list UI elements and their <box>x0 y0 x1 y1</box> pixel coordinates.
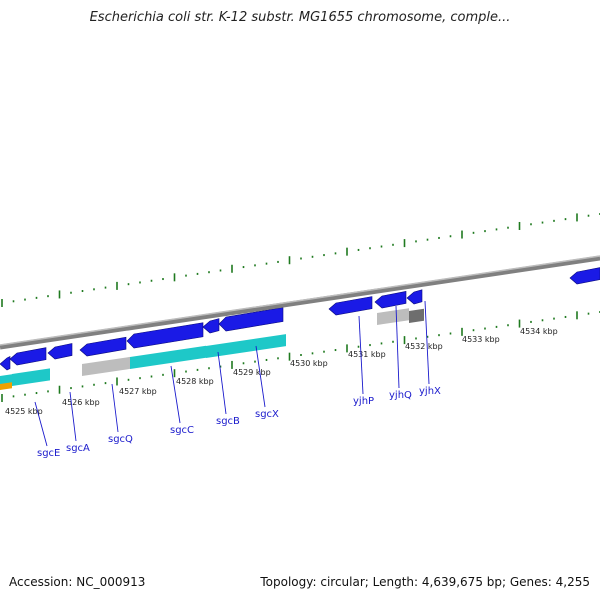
coordinate-label: 4531 kbp <box>348 350 386 359</box>
tick-marks-layer <box>1 213 600 402</box>
gene-label: sgcE <box>37 448 60 459</box>
gene-arrow <box>202 318 220 334</box>
coordinate-labels-layer: 4525 kbp 4526 kbp 4527 kbp 4528 kbp 4529 kbp… <box>5 327 558 416</box>
chromosome-backbone-highlight <box>0 255 600 346</box>
gene-leader-line <box>69 391 77 442</box>
chromosome-backbone <box>0 255 600 350</box>
coordinate-label: 4532 kbp <box>405 342 443 351</box>
gene-arrow <box>569 267 600 285</box>
gene-arrow <box>328 296 373 316</box>
gene-label: sgcC <box>170 425 194 436</box>
gene-leader-line <box>395 305 400 389</box>
feature-block <box>377 308 409 325</box>
coordinate-label: 4525 kbp <box>5 407 43 416</box>
gene-arrow <box>406 289 423 305</box>
gene-leader-line <box>358 315 364 395</box>
feature-block <box>409 308 424 323</box>
coordinate-label: 4533 kbp <box>462 335 500 344</box>
gene-arrow <box>79 336 127 357</box>
coordinate-label: 4534 kbp <box>520 327 558 336</box>
gene-arrow <box>0 356 11 371</box>
gene-leader-line <box>217 351 227 415</box>
feature-block <box>0 382 12 390</box>
gene-arrows-layer <box>0 267 600 390</box>
map-title: Escherichia coli str. K-12 substr. MG165… <box>89 10 511 25</box>
gene-leader-line <box>34 401 48 447</box>
gene-label: yjhX <box>419 386 441 397</box>
feature-block <box>12 368 50 386</box>
coordinate-label: 4530 kbp <box>290 359 328 368</box>
feature-block <box>130 345 206 369</box>
gene-label: sgcA <box>66 443 90 454</box>
gene-arrow <box>374 291 407 309</box>
gene-labels-layer: sgcE sgcA sgcQ sgcC sgcB sgcX yjhP yjhQ yjhX <box>34 300 441 459</box>
gene-leader-line <box>255 345 266 408</box>
gene-label: yjhP <box>353 396 374 407</box>
coordinate-label: 4526 kbp <box>62 398 100 407</box>
topology-info: Topology: circular; Length: 4,639,675 bp… <box>260 575 590 589</box>
accession-text: Accession: NC_000913 <box>9 575 146 589</box>
gene-label: sgcB <box>216 416 240 427</box>
gene-label: sgcQ <box>108 434 133 445</box>
coordinate-label: 4527 kbp <box>119 387 157 396</box>
gene-arrow <box>9 347 47 366</box>
gene-label: yjhQ <box>389 390 412 401</box>
gene-leader-line <box>111 383 119 433</box>
coordinate-label: 4529 kbp <box>233 368 271 377</box>
gene-leader-line <box>424 300 430 385</box>
coordinate-label: 4528 kbp <box>176 377 214 386</box>
gene-arrow <box>126 322 204 349</box>
gene-label: sgcX <box>255 409 279 420</box>
feature-block <box>206 334 286 358</box>
feature-block <box>82 356 130 376</box>
gene-arrow <box>47 343 73 360</box>
gene-arrow <box>218 307 284 332</box>
gene-leader-line <box>170 365 181 424</box>
